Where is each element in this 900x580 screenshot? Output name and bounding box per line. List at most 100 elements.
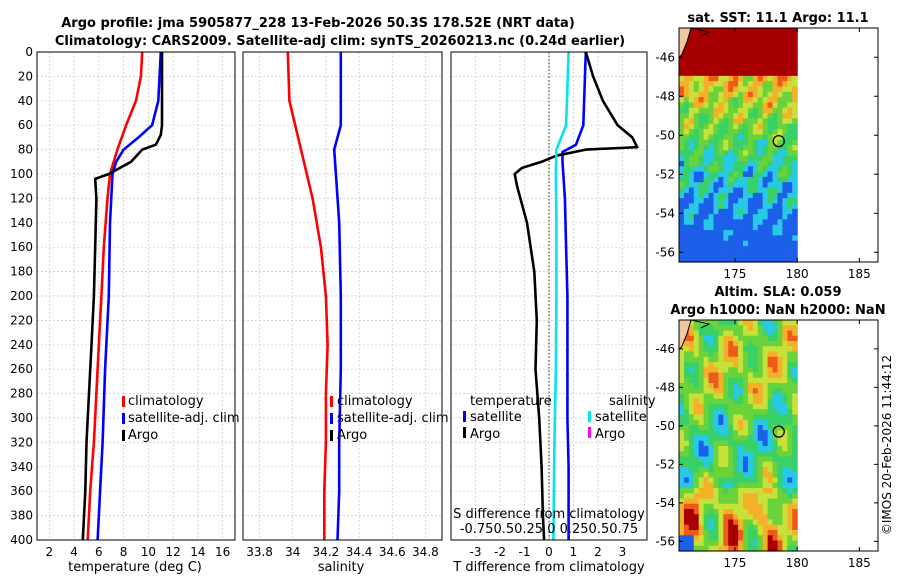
map-cell	[718, 256, 724, 263]
x-tick-label: -2	[494, 545, 506, 559]
map-cell	[683, 208, 690, 215]
map-cell	[787, 49, 793, 56]
map-cell	[733, 166, 739, 173]
map-cell	[703, 171, 710, 178]
map-cell	[747, 351, 754, 358]
map-cell	[708, 467, 715, 473]
map-cell	[708, 65, 715, 72]
map-cell	[747, 256, 754, 263]
map-cell	[743, 493, 749, 500]
map-cell	[708, 330, 715, 337]
map-cell	[718, 524, 724, 531]
map-cell	[792, 224, 798, 231]
legend-label-argo: Argo	[128, 428, 158, 443]
map-cell	[693, 240, 700, 247]
map-cell	[708, 187, 715, 194]
map-cell	[723, 246, 729, 252]
map-cell	[787, 219, 793, 226]
map-cell	[757, 113, 764, 120]
map-cell	[688, 251, 695, 258]
map-cell	[728, 187, 734, 194]
sst-map-panel: 175 180 185-46-48-50-52-54-56	[655, 27, 879, 281]
map-cell	[713, 86, 719, 93]
map-cell	[733, 59, 739, 66]
map-cell	[743, 341, 749, 347]
map-cell	[733, 65, 739, 72]
map-cell	[772, 145, 779, 151]
map-cell	[683, 430, 690, 437]
map-cell	[713, 43, 719, 50]
map-cell	[708, 351, 715, 358]
map-cell	[777, 102, 783, 109]
map-cell	[713, 509, 719, 515]
map-cell	[723, 356, 729, 363]
map-cell	[787, 372, 793, 379]
map-cell	[703, 535, 710, 542]
map-cell	[728, 467, 734, 473]
map-cell	[728, 440, 734, 447]
map-cell	[777, 219, 783, 226]
map-cell	[688, 335, 695, 342]
map-cell	[728, 477, 734, 484]
map-cell	[752, 477, 759, 484]
map-cell	[693, 451, 700, 458]
map-cell	[708, 341, 715, 347]
map-cell	[708, 477, 715, 484]
map-cell	[698, 54, 705, 61]
map-cell	[792, 129, 798, 135]
map-cell	[698, 160, 705, 167]
map-cell	[762, 224, 769, 231]
map-cell	[703, 134, 710, 141]
map-cell	[708, 129, 715, 135]
map-cell	[777, 498, 783, 505]
map-cell	[782, 503, 788, 510]
map-cell	[718, 372, 724, 379]
map-cell	[757, 224, 764, 231]
map-cell	[713, 388, 719, 395]
map-cell	[767, 118, 774, 125]
map-cell	[762, 192, 769, 199]
x-tick-label: 3	[619, 545, 627, 559]
map-cell	[703, 372, 710, 379]
map-cell	[787, 203, 793, 210]
map-cell	[772, 482, 779, 489]
map-cell	[743, 182, 749, 189]
map-cell	[718, 493, 724, 500]
map-cell	[708, 446, 715, 452]
map-cell	[733, 325, 739, 332]
map-cell	[733, 383, 739, 389]
map-cell	[767, 198, 774, 205]
map-cell	[723, 38, 729, 45]
map-cell	[679, 256, 685, 263]
map-cell	[723, 456, 729, 463]
map-cell	[733, 150, 739, 157]
map-cell	[679, 503, 685, 510]
map-cell	[733, 97, 739, 104]
map-cell	[688, 451, 695, 458]
map-cell	[777, 398, 783, 405]
map-cell	[777, 493, 783, 500]
series-argo-t	[513, 51, 639, 541]
map-cell	[782, 171, 788, 178]
map-cell	[703, 425, 710, 431]
map-cell	[782, 398, 788, 405]
x-tick-label: 10	[141, 545, 156, 559]
map-cell	[743, 198, 749, 205]
map-cell	[782, 414, 788, 421]
map-cell	[708, 49, 715, 56]
map-cell	[767, 393, 774, 400]
map-cell	[713, 198, 719, 205]
map-cell	[733, 240, 739, 247]
map-cell	[723, 362, 729, 368]
map-cell	[708, 102, 715, 109]
plot-frame	[242, 51, 443, 541]
map-cell	[747, 182, 754, 189]
map-cell	[757, 530, 764, 536]
map-cell	[772, 203, 779, 210]
map-cell	[718, 145, 724, 151]
map-cell	[782, 440, 788, 447]
map-cell	[787, 409, 793, 416]
map-cell	[777, 330, 783, 337]
map-cell	[747, 540, 754, 547]
map-cell	[757, 81, 764, 88]
